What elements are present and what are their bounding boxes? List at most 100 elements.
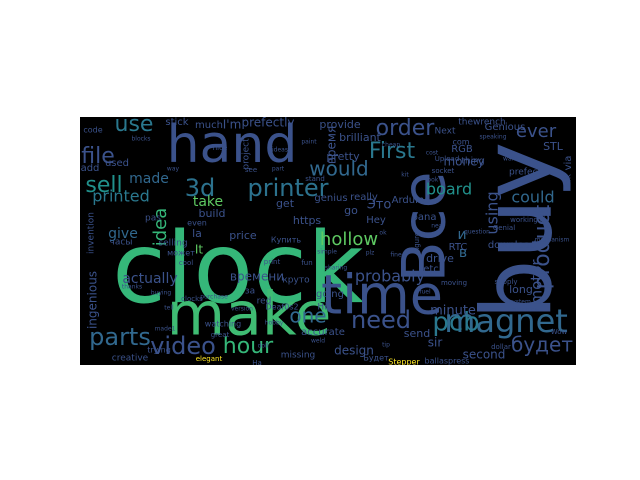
word-139: hobby bbox=[265, 320, 284, 327]
word-76: project bbox=[242, 138, 252, 170]
word-54: Genious bbox=[485, 122, 526, 133]
word-155: ideas bbox=[272, 147, 288, 154]
word-104: Deaf0s2 bbox=[265, 303, 298, 312]
word-105: watching bbox=[205, 320, 241, 329]
word-47: в bbox=[459, 245, 467, 261]
word-cloud: clock make buy hand time Все magnet printer 3d us… bbox=[80, 117, 576, 365]
word-4: time bbox=[321, 264, 443, 327]
word-6: magnet bbox=[444, 302, 568, 340]
word-38: second bbox=[463, 348, 506, 362]
word-5: Все bbox=[390, 171, 460, 282]
word-83: Stepper bbox=[388, 358, 420, 366]
word-23: ever bbox=[516, 121, 557, 142]
word-69: accurate bbox=[301, 327, 345, 338]
word-27: board bbox=[426, 180, 472, 199]
word-16: sell bbox=[85, 173, 122, 198]
word-44: Это bbox=[367, 198, 392, 213]
word-19: video bbox=[150, 332, 216, 360]
word-1: make bbox=[167, 280, 332, 350]
word-109: prefect bbox=[509, 168, 541, 178]
word-86: thing bbox=[461, 157, 484, 167]
word-15: будет bbox=[511, 333, 573, 357]
word-32: give bbox=[108, 226, 138, 242]
word-88: com bbox=[452, 138, 469, 147]
word-3: hand bbox=[167, 117, 298, 175]
word-29: hollow bbox=[320, 229, 378, 250]
word-49: prefectly bbox=[241, 117, 294, 130]
word-140: system bbox=[509, 299, 531, 306]
word-25: idea bbox=[150, 208, 171, 247]
word-67: Hey bbox=[366, 215, 386, 226]
word-34: probably bbox=[355, 267, 425, 286]
word-21: product bbox=[530, 204, 555, 289]
word-141: ok bbox=[379, 230, 387, 237]
word-64: price bbox=[229, 229, 257, 242]
word-74: much bbox=[195, 120, 223, 131]
word-13: need bbox=[351, 306, 411, 334]
word-135: cost bbox=[426, 150, 439, 157]
word-71: genius bbox=[314, 193, 347, 204]
word-18: hour bbox=[223, 334, 274, 359]
word-103: Будет bbox=[363, 354, 389, 363]
word-9: use bbox=[115, 117, 154, 137]
word-28: motor bbox=[528, 259, 546, 305]
word-117: Ha bbox=[252, 359, 262, 365]
word-142: waiting bbox=[503, 156, 525, 163]
word-68: going bbox=[316, 289, 344, 300]
word-14: pcb bbox=[432, 308, 479, 338]
word-72: https bbox=[293, 214, 322, 227]
word-73: build bbox=[198, 207, 225, 220]
word-66: go bbox=[344, 204, 358, 217]
word-30: printed bbox=[92, 187, 150, 206]
word-148: way bbox=[167, 166, 180, 173]
word-129: print bbox=[264, 258, 281, 266]
word-17: file bbox=[81, 144, 115, 169]
word-95: Hi bbox=[317, 303, 326, 313]
word-43: времени bbox=[230, 270, 284, 284]
word-146: cheap bbox=[382, 142, 400, 149]
word-108: even bbox=[187, 219, 207, 228]
word-94: bana bbox=[412, 212, 437, 223]
word-150: thanks bbox=[122, 284, 142, 291]
word-107: working bbox=[510, 216, 538, 224]
word-125: purchase bbox=[200, 294, 228, 301]
word-36: minute bbox=[430, 304, 476, 319]
word-114: edit bbox=[538, 208, 547, 223]
word-84: elegant bbox=[196, 355, 223, 363]
word-128: nice bbox=[213, 144, 228, 152]
word-130: speaking bbox=[479, 134, 506, 141]
word-2: buy bbox=[461, 142, 573, 321]
word-115: great bbox=[211, 331, 230, 339]
word-112: Genial bbox=[493, 224, 515, 232]
word-110: Upload bbox=[435, 155, 460, 163]
word-106: trying bbox=[147, 346, 171, 355]
word-41: take bbox=[193, 194, 223, 210]
word-101: может bbox=[167, 249, 195, 258]
word-60: download bbox=[488, 240, 536, 251]
word-151: tell bbox=[164, 305, 174, 312]
word-145: paint bbox=[301, 139, 317, 146]
word-158: sharing bbox=[325, 265, 348, 272]
word-144: version bbox=[231, 306, 253, 313]
word-143: fine bbox=[390, 252, 402, 259]
word-63: long bbox=[509, 283, 533, 296]
word-62: etc bbox=[423, 264, 439, 275]
word-45: It bbox=[195, 243, 204, 257]
word-134: neat bbox=[431, 223, 445, 230]
word-10: order bbox=[376, 117, 436, 141]
word-52: pretty bbox=[326, 150, 360, 163]
word-40: money bbox=[443, 155, 484, 169]
word-33: actually bbox=[122, 271, 177, 287]
word-78: used bbox=[105, 158, 129, 169]
word-123: clocks bbox=[181, 295, 203, 303]
word-46: и bbox=[457, 227, 466, 243]
word-65: get bbox=[276, 197, 295, 210]
word-96: red bbox=[257, 297, 272, 307]
word-77: add bbox=[81, 163, 100, 174]
word-22: would bbox=[309, 157, 369, 181]
word-120: cool bbox=[179, 259, 193, 267]
word-57: RGB bbox=[451, 144, 473, 155]
word-87: Next bbox=[435, 127, 456, 137]
word-156: made1 bbox=[155, 326, 176, 333]
